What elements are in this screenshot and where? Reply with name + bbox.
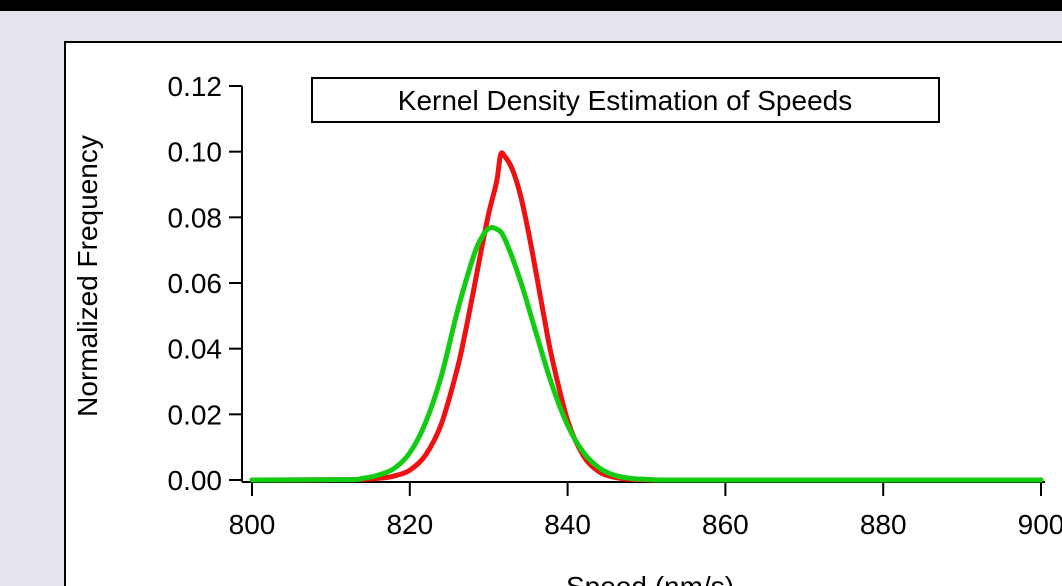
chart-title: Kernel Density Estimation of Speeds [398,85,852,116]
x-tick-label: 800 [229,509,276,540]
y-tick-label: 0.06 [168,268,223,299]
y-tick-label: 0.12 [168,71,223,102]
y-axis-label: Normalized Frequency [72,135,103,417]
x-tick-label: 820 [386,509,433,540]
y-tick-label: 0.02 [168,399,223,430]
x-tick-label: 860 [702,509,749,540]
x-tick-label: 900 [1018,509,1062,540]
y-tick-label: 0.08 [168,202,223,233]
y-tick-label: 0.10 [168,137,223,168]
x-axis-label: Speed (nm/s) [566,571,734,586]
x-tick-label: 880 [860,509,907,540]
x-tick-label: 840 [544,509,591,540]
y-tick-label: 0.00 [168,465,223,496]
plot-area [65,42,1062,586]
y-tick-label: 0.04 [168,334,223,365]
